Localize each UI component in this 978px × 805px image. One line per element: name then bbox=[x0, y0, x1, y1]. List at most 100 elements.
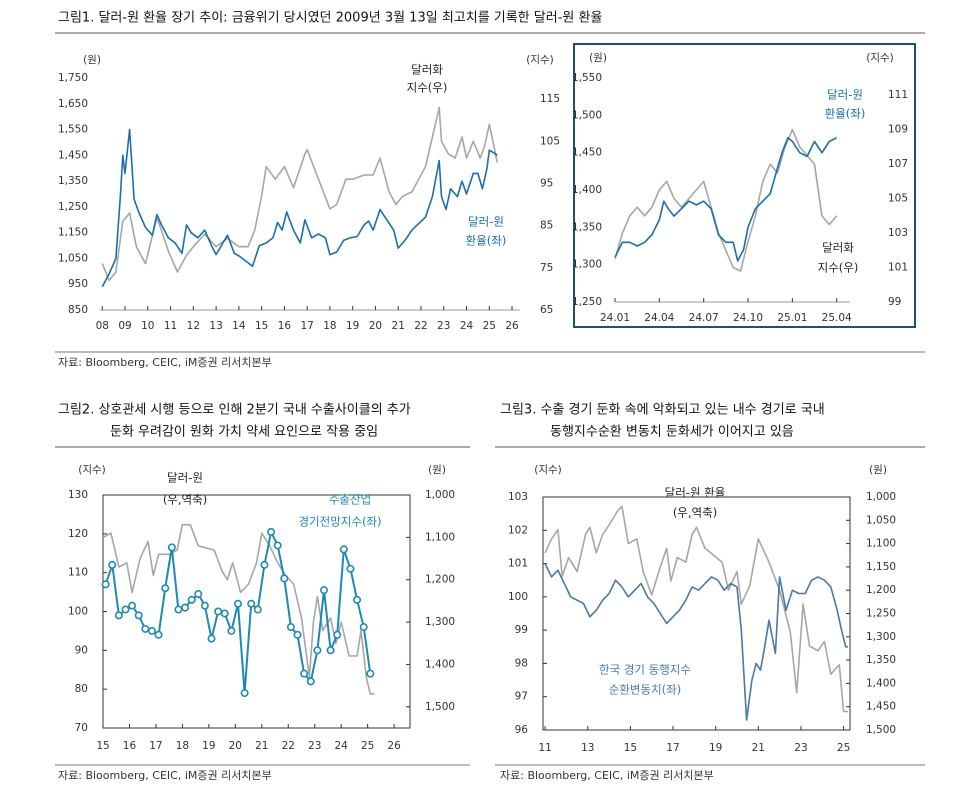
y2-axis-unit: (원) bbox=[869, 464, 887, 476]
annotation: 환율(좌) bbox=[825, 107, 866, 121]
series-line bbox=[544, 505, 848, 713]
y-axis-unit: (지수) bbox=[534, 464, 562, 476]
x-tick-label: 08 bbox=[96, 320, 109, 332]
y-tick-label: 100 bbox=[508, 591, 528, 603]
x-tick-label: 20 bbox=[369, 320, 382, 332]
series-marker bbox=[227, 626, 236, 635]
y-tick-label: 1,350 bbox=[572, 221, 602, 233]
x-tick-label: 24.04 bbox=[644, 312, 674, 324]
y-tick-label: 1,250 bbox=[572, 296, 602, 308]
series-marker bbox=[346, 564, 355, 573]
series-line bbox=[101, 106, 498, 282]
annotation: 달러-원 bbox=[167, 471, 203, 485]
y-tick-label: 1,450 bbox=[572, 147, 602, 159]
y2-tick-label: 109 bbox=[888, 124, 908, 136]
series-marker bbox=[134, 611, 143, 620]
y-tick-label: 98 bbox=[515, 657, 528, 669]
series-line bbox=[614, 136, 838, 262]
y2-tick-label: 1,300 bbox=[425, 616, 455, 628]
x-tick-label: 15 bbox=[96, 740, 109, 752]
series-marker bbox=[240, 689, 249, 698]
x-tick-label: 12 bbox=[187, 320, 200, 332]
x-tick-label: 19 bbox=[709, 742, 722, 754]
annotation: 달러-원 bbox=[468, 215, 504, 229]
series-marker bbox=[247, 599, 256, 608]
series-marker bbox=[108, 560, 117, 569]
inset-frame bbox=[573, 43, 916, 328]
annotation: 달러-원 환율 bbox=[665, 486, 726, 500]
y2-tick-label: 101 bbox=[888, 262, 908, 274]
y2-tick-label: 1,500 bbox=[866, 724, 896, 736]
y2-tick-label: 1,100 bbox=[425, 531, 455, 543]
y-tick-label: 1,300 bbox=[572, 259, 602, 271]
annotation: (우,역축) bbox=[163, 493, 207, 507]
y2-tick-label: 103 bbox=[888, 227, 908, 239]
y2-tick-label: 111 bbox=[888, 89, 908, 101]
series-marker bbox=[353, 595, 362, 604]
y-tick-label: 70 bbox=[75, 722, 88, 734]
x-tick-label: 25 bbox=[837, 742, 850, 754]
x-tick-label: 19 bbox=[202, 740, 215, 752]
y-tick-label: 110 bbox=[68, 567, 88, 579]
y-tick-label: 80 bbox=[75, 683, 88, 695]
annotation: 지수(우) bbox=[407, 81, 448, 95]
y-tick-label: 1,150 bbox=[58, 227, 88, 239]
x-tick-label: 17 bbox=[149, 740, 162, 752]
series-marker bbox=[300, 669, 309, 678]
x-tick-label: 25.01 bbox=[777, 312, 807, 324]
y2-tick-label: 1,350 bbox=[866, 654, 896, 666]
series-marker bbox=[260, 560, 269, 569]
y-tick-label: 99 bbox=[515, 624, 528, 636]
series-marker bbox=[273, 541, 282, 550]
y-tick-label: 850 bbox=[68, 304, 88, 316]
y2-tick-label: 115 bbox=[540, 93, 560, 105]
y-tick-label: 1,500 bbox=[572, 109, 602, 121]
series-line bbox=[104, 530, 372, 694]
y-tick-label: 1,050 bbox=[58, 252, 88, 264]
series-marker bbox=[181, 603, 190, 612]
figure-title: 동행지수순환 변동치 둔화세가 이어지고 있음 bbox=[550, 424, 794, 440]
figure-title: 그림1. 달러-원 환율 장기 추이: 금융위기 당시였던 2009년 3월 1… bbox=[58, 11, 602, 26]
y-tick-label: 1,400 bbox=[572, 184, 602, 196]
y2-tick-label: 1,200 bbox=[866, 584, 896, 596]
source-note: 자료: Bloomberg, CEIC, iM증권 리서치본부 bbox=[58, 356, 272, 369]
x-tick-label: 13 bbox=[581, 742, 594, 754]
series-marker bbox=[141, 624, 150, 633]
annotation: 경기전망지수(좌) bbox=[298, 515, 381, 529]
figure-title: 둔화 우려감이 원화 가치 약세 요인으로 작용 중임 bbox=[110, 425, 378, 440]
x-tick-label: 14 bbox=[232, 320, 246, 332]
y2-tick-label: 1,500 bbox=[425, 701, 455, 713]
x-tick-label: 21 bbox=[392, 320, 405, 332]
y-tick-label: 1,550 bbox=[58, 124, 88, 136]
x-tick-label: 24 bbox=[460, 320, 474, 332]
y-tick-label: 103 bbox=[508, 491, 528, 503]
x-tick-label: 22 bbox=[282, 740, 295, 752]
x-tick-label: 23 bbox=[794, 742, 807, 754]
series-marker bbox=[326, 646, 335, 655]
annotation: 수출산업 bbox=[329, 493, 371, 507]
series-marker bbox=[313, 646, 322, 655]
y2-tick-label: 85 bbox=[540, 220, 553, 232]
series-marker bbox=[286, 623, 295, 632]
y2-tick-label: 1,100 bbox=[866, 538, 896, 550]
y2-tick-label: 1,050 bbox=[866, 514, 896, 526]
source-note: 자료: Bloomberg, CEIC, iM증권 리서치본부 bbox=[58, 769, 272, 782]
y-tick-label: 90 bbox=[75, 644, 88, 656]
x-tick-label: 26 bbox=[505, 320, 519, 332]
figure-title: 그림2. 상호관세 시행 등으로 인해 2분기 국내 수출사이클의 추가 bbox=[58, 402, 411, 418]
x-tick-label: 25 bbox=[483, 320, 496, 332]
y2-tick-label: 1,250 bbox=[866, 608, 896, 620]
series-line bbox=[614, 128, 838, 272]
y2-tick-label: 1,150 bbox=[866, 561, 896, 573]
x-tick-label: 11 bbox=[538, 742, 551, 754]
annotation: 환율(좌) bbox=[466, 234, 507, 248]
y-tick-label: 96 bbox=[515, 724, 529, 736]
series-marker bbox=[187, 595, 196, 604]
y2-axis-unit: (원) bbox=[428, 464, 446, 476]
annotation: 달러-원 bbox=[827, 88, 863, 102]
y2-tick-label: 1,450 bbox=[866, 701, 896, 713]
x-tick-label: 17 bbox=[300, 320, 313, 332]
x-tick-label: 13 bbox=[209, 320, 222, 332]
y2-tick-label: 99 bbox=[888, 296, 901, 308]
